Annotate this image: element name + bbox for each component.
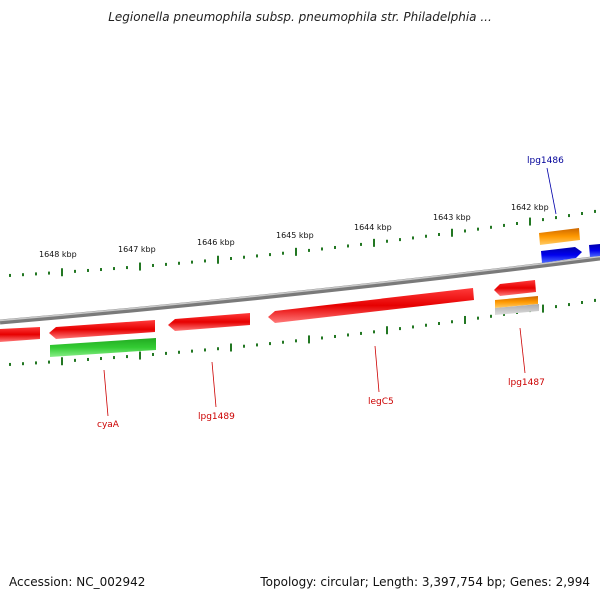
gene-label-lpg1489[interactable]: lpg1489: [198, 412, 235, 422]
gene-gray-arrow[interactable]: [495, 304, 539, 315]
leader-line-legC5: [374, 345, 380, 393]
outer-scale-ticks: [9, 209, 596, 277]
gene-legC5-arrow[interactable]: [268, 288, 474, 323]
leader-line-lpg1486: [546, 167, 557, 215]
gene-lpg1489-arrow[interactable]: [168, 313, 250, 331]
accession-text: Accession: NC_002942: [9, 575, 146, 589]
leader-line-lpg1489: [211, 361, 217, 408]
gene-cyaA-neighbor-red[interactable]: [49, 320, 155, 339]
scale-label-1643: 1643 kbp: [433, 213, 471, 222]
gene-label-lpg1486[interactable]: lpg1486: [527, 156, 564, 166]
gene-label-lpg1487[interactable]: lpg1487: [508, 378, 545, 388]
scale-label-1646: 1646 kbp: [197, 238, 235, 247]
gene-lpg1486-arrow[interactable]: [539, 228, 580, 245]
genome-summary-text: Topology: circular; Length: 3,397,754 bp…: [260, 575, 590, 589]
scale-label-1644: 1644 kbp: [354, 223, 392, 232]
leader-line-cyaA: [103, 369, 109, 417]
gene-left-edge-red[interactable]: [0, 327, 40, 342]
gene-blue-arrow-2[interactable]: [589, 244, 600, 257]
scale-label-1645: 1645 kbp: [276, 231, 314, 240]
scale-label-1648: 1648 kbp: [39, 250, 77, 259]
genome-backbone: [0, 255, 600, 325]
scale-label-1647: 1647 kbp: [118, 245, 156, 254]
gene-cyaA-arrow[interactable]: [50, 338, 156, 357]
scale-label-1642: 1642 kbp: [511, 203, 549, 212]
leader-line-lpg1487: [519, 327, 526, 374]
gene-label-cyaA[interactable]: cyaA: [97, 420, 120, 430]
genome-backbone-highlight: [0, 255, 600, 322]
map-title: Legionella pneumophila subsp. pneumophil…: [108, 10, 492, 24]
gene-lpg1487-red-arrow[interactable]: [494, 280, 536, 296]
gene-blue-arrow-1[interactable]: [541, 247, 582, 263]
inner-scale-ticks: [9, 298, 596, 366]
gene-label-legC5[interactable]: legC5: [368, 397, 394, 407]
gene-lpg1487-arrow[interactable]: [495, 296, 538, 308]
